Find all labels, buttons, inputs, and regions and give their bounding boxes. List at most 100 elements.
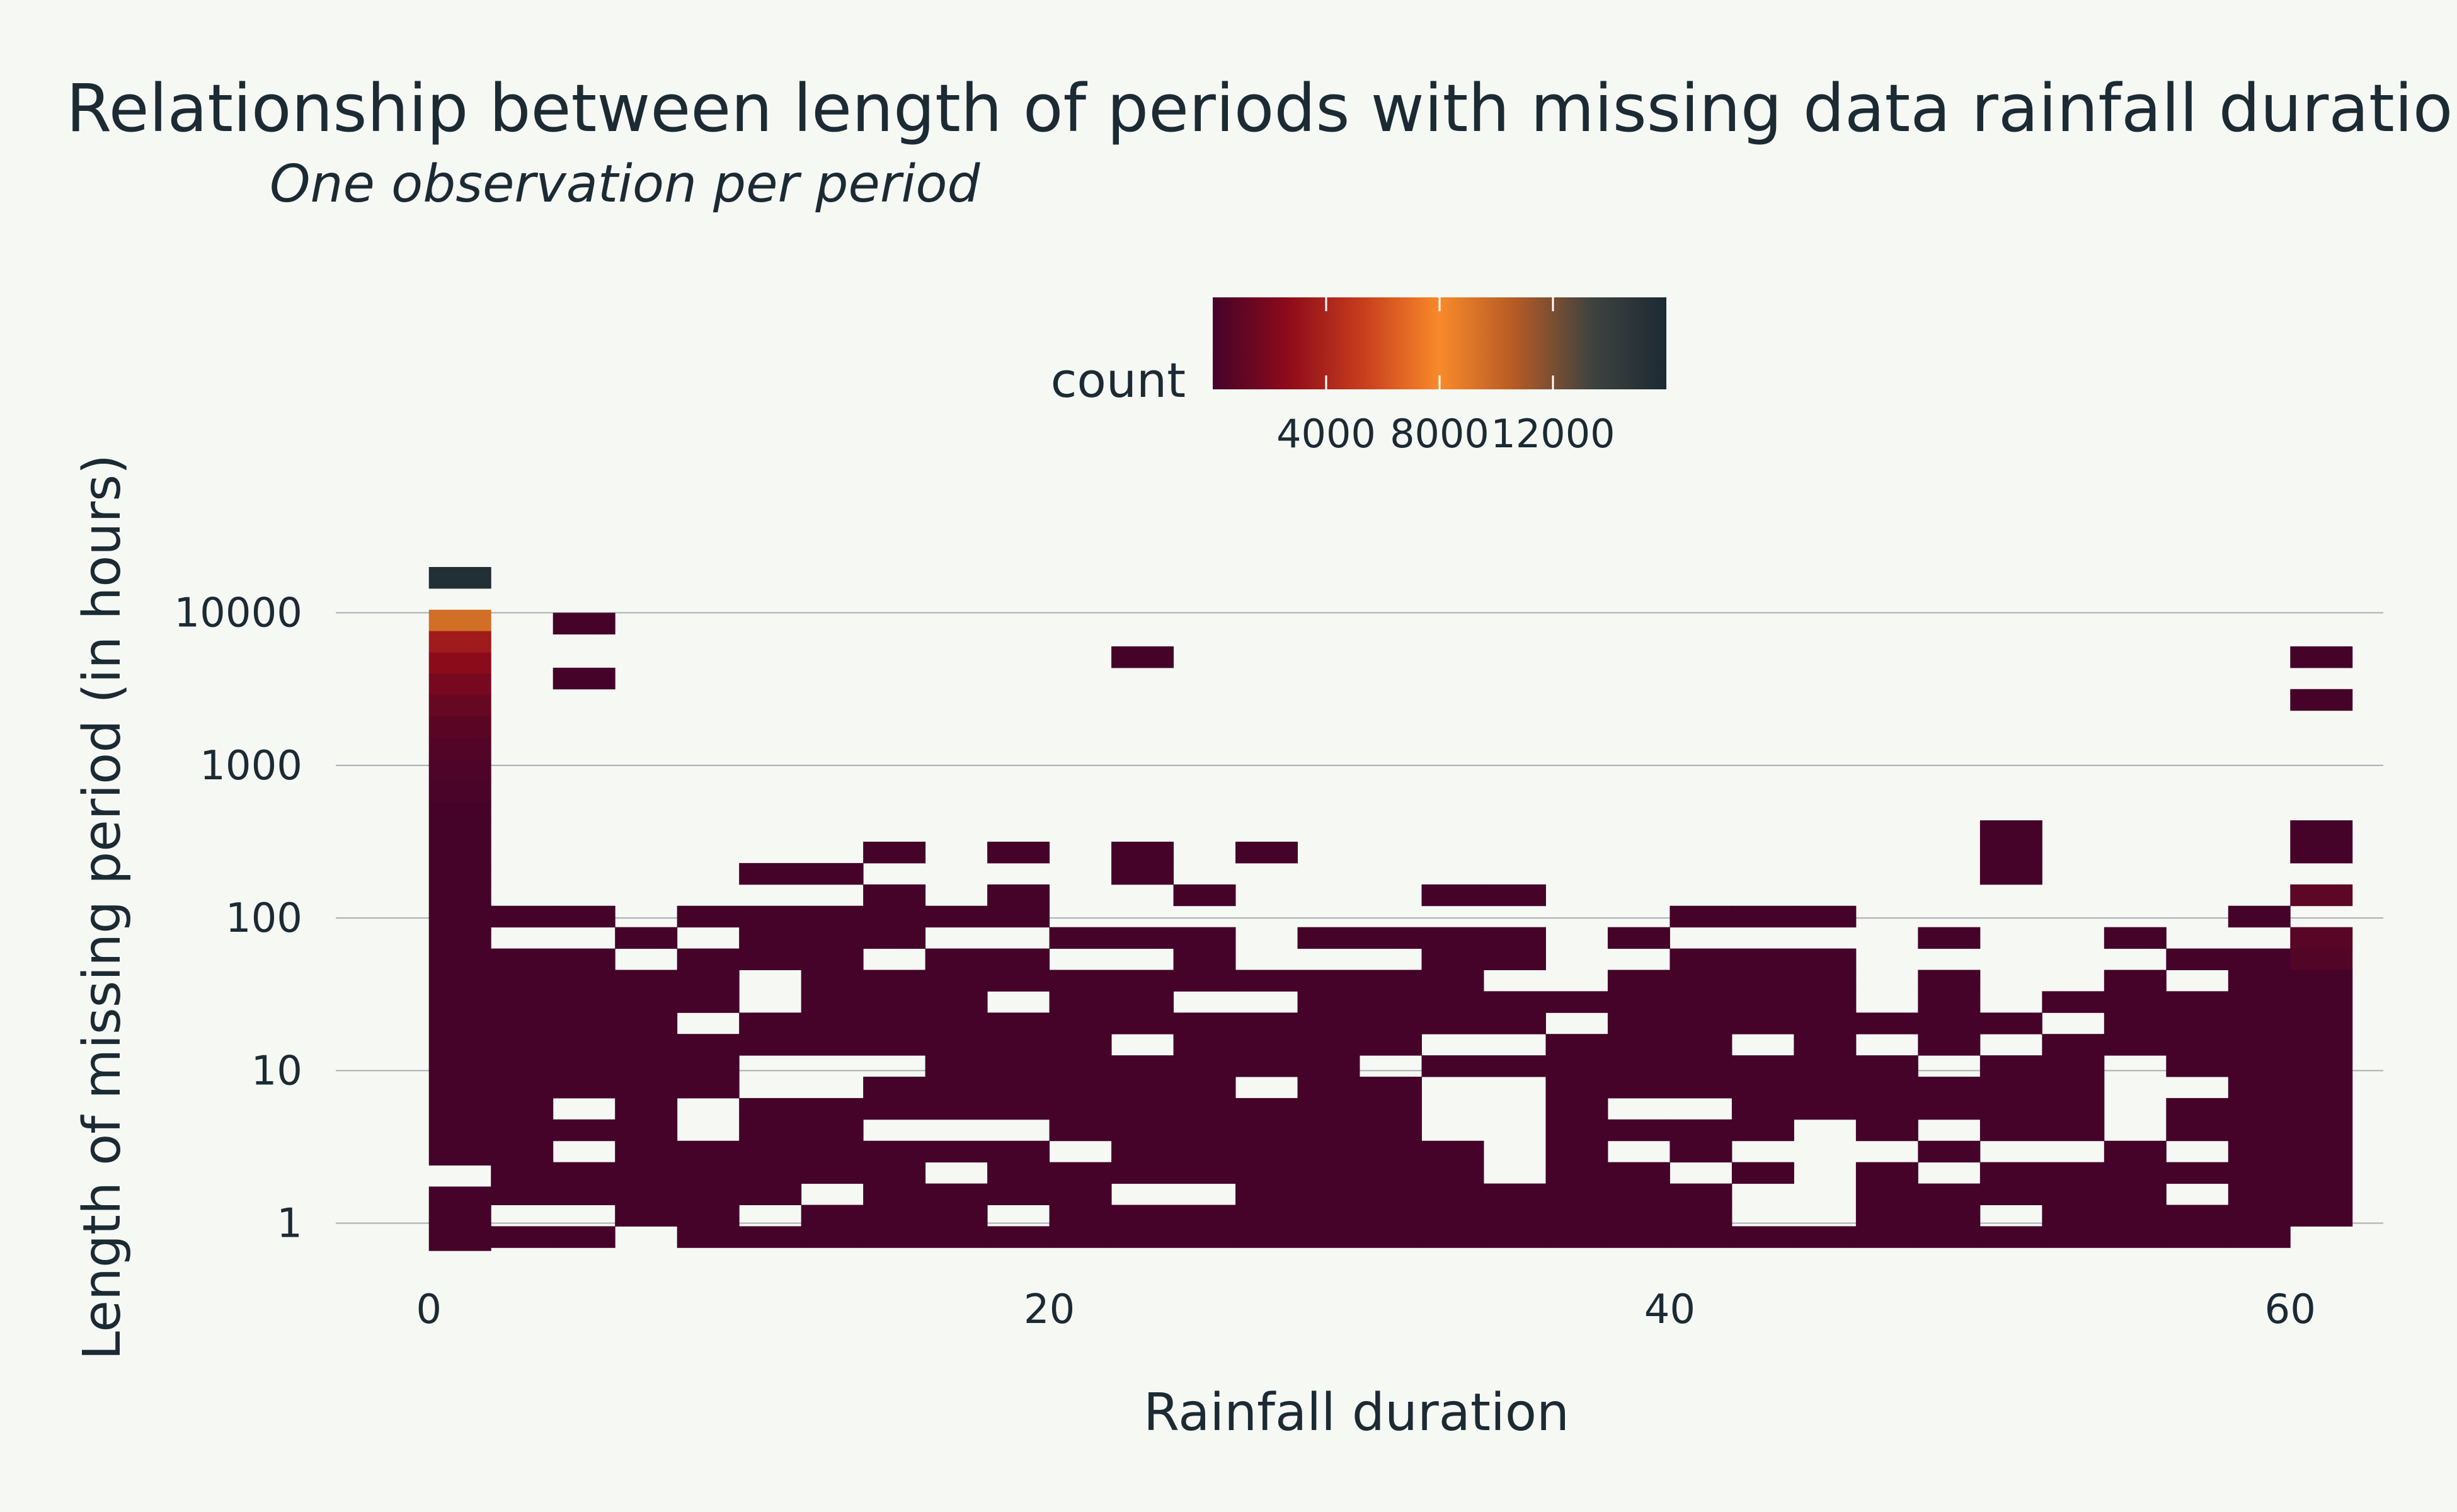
heatmap-cell [1483, 927, 1546, 949]
heatmap-cell [2228, 1012, 2291, 1034]
heatmap-cell [428, 1079, 491, 1102]
heatmap-cell [1360, 1034, 1422, 1056]
heatmap-cell [925, 1226, 988, 1248]
heatmap-cell [925, 991, 988, 1013]
heatmap-cell [553, 1034, 616, 1056]
heatmap-cell [2166, 1055, 2229, 1077]
heatmap-cell [1607, 1162, 1670, 1184]
heatmap-cell [1607, 1055, 1670, 1077]
heatmap-cell [1360, 1226, 1422, 1248]
y-tick-label: 10 [251, 1048, 302, 1094]
heatmap-cell [1670, 1119, 1732, 1142]
heatmap-cell [1607, 1226, 1670, 1248]
heatmap-cell [1049, 1077, 1112, 1099]
heatmap-cell [1918, 1097, 1981, 1120]
heatmap-cell [1670, 970, 1732, 992]
heatmap-cell [801, 948, 864, 970]
heatmap-cell [1297, 1055, 1360, 1077]
heatmap-cell [1421, 1183, 1484, 1205]
heatmap-cell [925, 1097, 988, 1120]
heatmap-cell [1483, 991, 1546, 1013]
heatmap-cell [1979, 1226, 2042, 1248]
y-tick-label: 1 [277, 1201, 302, 1247]
heatmap-cell [1918, 970, 1981, 992]
heatmap-cell [553, 1183, 616, 1205]
heatmap-cell [1794, 1034, 1857, 1056]
heatmap-cell [2228, 1205, 2291, 1227]
heatmap-cell [1049, 1097, 1112, 1120]
heatmap-cell [2104, 1012, 2167, 1034]
heatmap-cell [1111, 1119, 1174, 1142]
heatmap-cell [428, 1058, 491, 1080]
heatmap-cell [1235, 1183, 1298, 1205]
heatmap-cell [1235, 1012, 1298, 1034]
heatmap-cell [2042, 1205, 2105, 1227]
heatmap-cell [2228, 1140, 2291, 1163]
heatmap-cell [553, 991, 616, 1013]
heatmap-cell [863, 1034, 926, 1056]
heatmap-cell [1421, 1226, 1484, 1248]
heatmap-cell [1545, 1205, 1608, 1227]
heatmap-cell [801, 970, 864, 992]
heatmap-cell [1670, 1140, 1732, 1163]
heatmap-cell [925, 1034, 988, 1056]
heatmap-cell [1794, 1012, 1857, 1034]
heatmap-cell [1173, 1012, 1236, 1034]
heatmap-cell [2290, 1119, 2353, 1142]
heatmap-cell [428, 1101, 491, 1123]
heatmap-cell [1173, 884, 1236, 907]
heatmap-cell [1918, 1183, 1981, 1205]
heatmap-cell [863, 991, 926, 1013]
heatmap-cell [1607, 1183, 1670, 1205]
heatmap-cell [2228, 1183, 2291, 1205]
heatmap-cell [1794, 1055, 1857, 1077]
heatmap-cell [1173, 1226, 1236, 1248]
chart-title: Relationship between length of periods w… [66, 70, 2457, 147]
heatmap-cell [491, 1077, 554, 1099]
heatmap-cell [1235, 1097, 1298, 1120]
heatmap-cell [2228, 1162, 2291, 1184]
heatmap-cell [1360, 970, 1422, 992]
heatmap-cell [925, 1012, 988, 1034]
heatmap-cell [2166, 1012, 2229, 1034]
heatmap-cell [1297, 1097, 1360, 1120]
heatmap-cell [1545, 1119, 1608, 1142]
heatmap-cell [1421, 970, 1484, 992]
heatmap-cell [739, 1097, 802, 1120]
heatmap-cell [1421, 884, 1484, 907]
heatmap-cell [863, 1183, 926, 1205]
heatmap-cell [801, 1140, 864, 1163]
heatmap-cell [553, 667, 616, 690]
heatmap-cell [1235, 1119, 1298, 1142]
heatmap-cell [1297, 927, 1360, 949]
heatmap-cell [428, 738, 491, 760]
heatmap-cell [863, 884, 926, 907]
y-tick-label: 100 [226, 895, 302, 942]
heatmap-cell [2042, 1055, 2105, 1077]
heatmap-cell [2228, 948, 2291, 970]
heatmap-cell [615, 1183, 678, 1205]
heatmap-cell [553, 905, 616, 928]
x-tick-label: 40 [1644, 1286, 1695, 1333]
heatmap-cell [491, 1097, 554, 1120]
heatmap-cell [1918, 1077, 1981, 1099]
heatmap-cell [615, 970, 678, 992]
heatmap-cell [1173, 927, 1236, 949]
heatmap-cell [2042, 1183, 2105, 1205]
heatmap-cell [2166, 1205, 2229, 1227]
heatmap-cell [428, 567, 491, 589]
heatmap-cell [677, 905, 740, 928]
heatmap-cell [1235, 1162, 1298, 1184]
heatmap-cell [428, 1229, 491, 1251]
heatmap-cell [2166, 1226, 2229, 1248]
heatmap-cell [677, 1205, 740, 1227]
heatmap-cell [491, 991, 554, 1013]
heatmap-cell [1173, 1119, 1236, 1142]
heatmap-cell [428, 716, 491, 738]
heatmap-cell [2166, 1097, 2229, 1120]
heatmap-cell [1111, 1097, 1174, 1120]
heatmap-cell [1360, 1119, 1422, 1142]
heatmap-cell [2166, 1162, 2229, 1184]
heatmap-cell [1297, 1077, 1360, 1099]
heatmap-cell [491, 970, 554, 992]
